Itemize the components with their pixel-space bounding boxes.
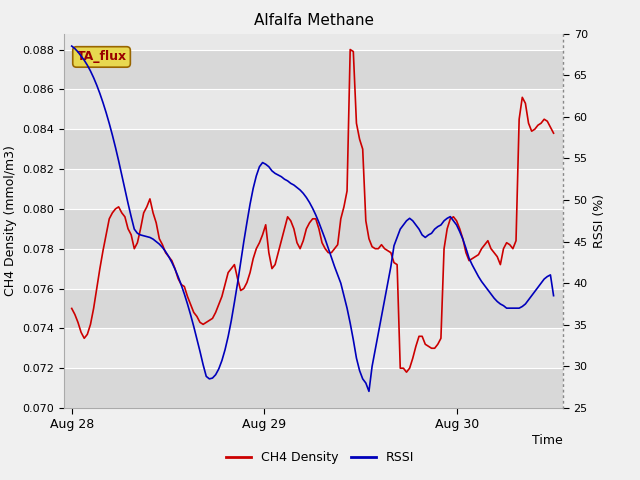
Bar — [64, 368, 563, 408]
Y-axis label: RSSI (%): RSSI (%) — [593, 194, 606, 248]
Text: Time: Time — [532, 434, 563, 447]
Legend: CH4 Density, RSSI: CH4 Density, RSSI — [221, 446, 419, 469]
Text: TA_flux: TA_flux — [77, 50, 127, 63]
Bar — [64, 209, 563, 249]
Title: Alfalfa Methane: Alfalfa Methane — [253, 13, 374, 28]
Bar — [64, 129, 563, 169]
Y-axis label: CH4 Density (mmol/m3): CH4 Density (mmol/m3) — [4, 145, 17, 296]
Bar — [64, 288, 563, 328]
Bar — [64, 49, 563, 89]
